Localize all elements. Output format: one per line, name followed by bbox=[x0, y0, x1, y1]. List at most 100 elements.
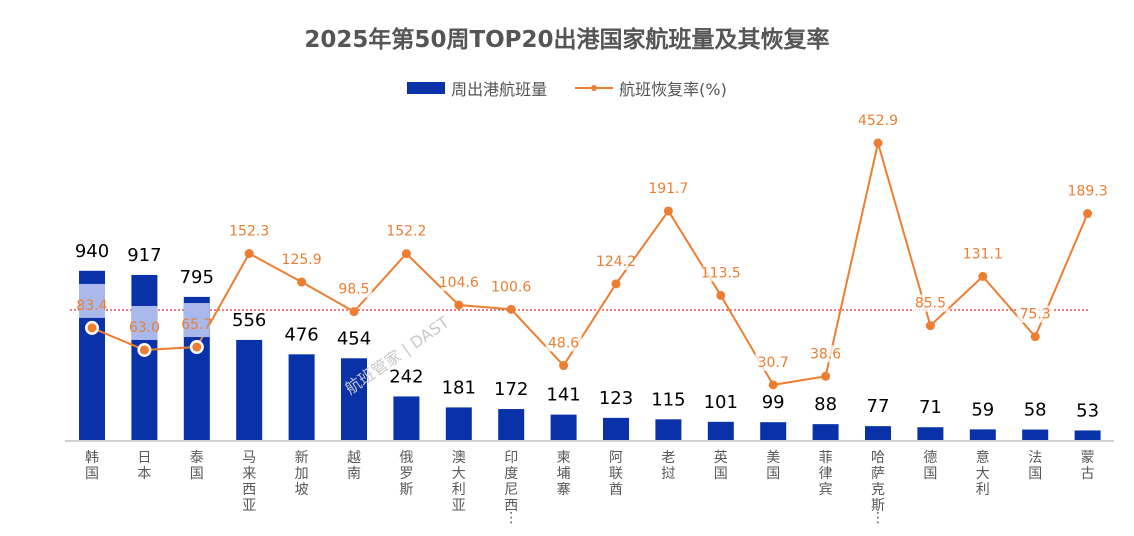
bar bbox=[707, 421, 734, 440]
point-marker bbox=[506, 304, 516, 314]
bar-value-label: 556 bbox=[232, 310, 266, 331]
bar bbox=[655, 419, 682, 440]
point-label-bg bbox=[231, 222, 268, 240]
point-marker bbox=[454, 300, 464, 310]
bar-value-label: 242 bbox=[389, 366, 423, 387]
point-marker bbox=[192, 342, 202, 352]
point-marker bbox=[873, 138, 883, 148]
x-tick-label: 德国 bbox=[923, 450, 937, 482]
bar-value-label: 917 bbox=[127, 245, 161, 266]
point-value-label: 48.6 bbox=[548, 336, 579, 352]
bar bbox=[1074, 430, 1101, 440]
bar bbox=[288, 354, 315, 440]
line-series bbox=[85, 138, 1093, 390]
point-marker bbox=[244, 249, 254, 259]
point-value-label: 189.3 bbox=[1068, 184, 1108, 200]
bar-value-label: 59 bbox=[971, 399, 994, 420]
legend-bar-swatch bbox=[407, 82, 446, 94]
x-tick-label: 法国 bbox=[1028, 450, 1042, 482]
x-tick-label: 蒙古 bbox=[1081, 450, 1095, 482]
point-value-label: 191.7 bbox=[648, 181, 688, 197]
x-tick-label: 澳大利亚 bbox=[452, 450, 466, 514]
x-tick-label: 菲律宾 bbox=[819, 450, 833, 498]
point-value-label: 104.6 bbox=[439, 275, 479, 291]
point-value-label: 65.7 bbox=[181, 317, 212, 333]
bar-value-label: 115 bbox=[651, 389, 685, 410]
bar bbox=[760, 422, 787, 440]
point-value-label: 30.7 bbox=[758, 355, 789, 371]
bar bbox=[917, 427, 944, 440]
x-tick-label: 俄罗斯 bbox=[399, 450, 413, 498]
point-label-bg bbox=[440, 274, 477, 292]
point-marker bbox=[401, 249, 411, 259]
point-value-label: 152.3 bbox=[229, 224, 269, 240]
point-value-label: 113.5 bbox=[701, 265, 741, 281]
legend-line-swatch bbox=[575, 82, 614, 94]
bar bbox=[236, 339, 263, 440]
x-tick-label: 韩国 bbox=[85, 450, 99, 482]
point-label-bg bbox=[912, 294, 949, 312]
chart-title: 2025年第50周TOP20出港国家航班量及其恢复率 bbox=[304, 27, 830, 53]
point-value-label: 38.6 bbox=[810, 346, 841, 362]
legend-label-flights: 周出港航班量 bbox=[451, 80, 548, 99]
point-marker bbox=[349, 307, 359, 317]
point-value-label: 124.2 bbox=[596, 254, 636, 270]
point-marker bbox=[297, 277, 307, 287]
bar-value-label: 141 bbox=[546, 385, 580, 406]
point-label-bg bbox=[755, 353, 792, 371]
point-marker bbox=[559, 361, 569, 371]
point-value-label: 85.5 bbox=[915, 296, 946, 312]
legend-item-flights[interactable]: 周出港航班量 bbox=[407, 76, 547, 100]
point-label-bg bbox=[1017, 305, 1054, 323]
label-highlight bbox=[131, 305, 158, 340]
point-label-bg bbox=[860, 112, 896, 129]
bar bbox=[603, 417, 629, 440]
bar-value-label: 795 bbox=[180, 267, 214, 288]
bar-series bbox=[79, 270, 1101, 440]
point-marker bbox=[1030, 332, 1040, 342]
point-marker bbox=[663, 206, 673, 216]
bar-value-label: 476 bbox=[284, 324, 318, 345]
x-tick-label: 美国 bbox=[766, 450, 780, 482]
bar-value-label: 53 bbox=[1076, 400, 1099, 421]
bar bbox=[445, 407, 472, 440]
point-marker bbox=[87, 323, 97, 333]
bar-value-label: 58 bbox=[1024, 400, 1047, 421]
point-marker bbox=[611, 279, 621, 289]
point-marker bbox=[1083, 209, 1093, 219]
point-marker bbox=[925, 321, 935, 331]
point-marker bbox=[768, 380, 778, 390]
point-value-label: 125.9 bbox=[282, 252, 322, 268]
point-value-label: 98.5 bbox=[338, 282, 369, 298]
x-tick-label: 印度尼西⋮ bbox=[504, 450, 518, 526]
x-tick-label: 哈萨克斯⋮ bbox=[871, 450, 885, 526]
point-marker bbox=[139, 345, 149, 355]
bar bbox=[498, 409, 525, 440]
point-label-bg bbox=[1069, 182, 1106, 200]
x-tick-label: 柬埔寨 bbox=[557, 450, 571, 498]
bar bbox=[1022, 429, 1049, 440]
x-tick-label: 日本 bbox=[137, 450, 151, 482]
bar-value-label: 71 bbox=[919, 397, 942, 418]
point-marker bbox=[978, 271, 988, 281]
point-label-bg bbox=[283, 251, 320, 269]
bar bbox=[131, 274, 158, 440]
bar-value-label: 101 bbox=[704, 392, 738, 413]
point-label-bg bbox=[650, 179, 687, 197]
point-label-bg bbox=[388, 222, 425, 240]
point-label-bg bbox=[807, 345, 844, 363]
x-tick-label: 阿联酋 bbox=[609, 450, 623, 498]
x-tick-label: 老挝 bbox=[661, 450, 675, 482]
legend-item-recovery[interactable]: 航班恢复率(%) bbox=[575, 76, 727, 100]
bar bbox=[969, 429, 996, 440]
bar bbox=[812, 424, 839, 440]
bar bbox=[550, 414, 577, 440]
point-value-label: 452.9 bbox=[858, 113, 898, 129]
legend-label-recovery: 航班恢复率(%) bbox=[619, 80, 727, 99]
data-labels: 940 917 795 556 476 454 242 181 172 141 123 115 101 9… bbox=[75, 112, 1108, 421]
label-highlight bbox=[79, 283, 105, 318]
bar-value-label: 88 bbox=[814, 394, 837, 415]
bar-value-label: 940 bbox=[75, 241, 109, 262]
point-label-bg bbox=[964, 245, 1001, 263]
